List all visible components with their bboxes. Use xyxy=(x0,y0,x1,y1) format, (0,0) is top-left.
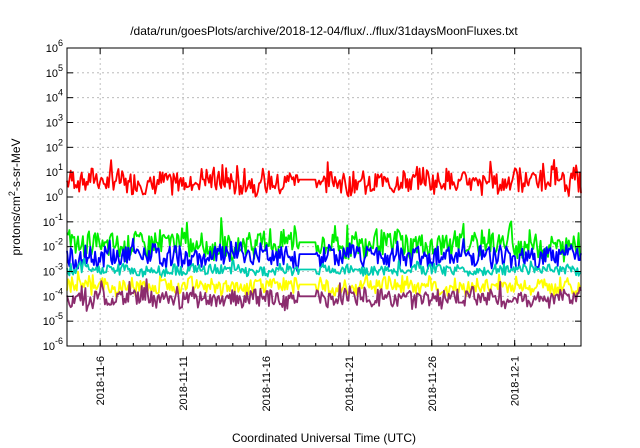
y-tick-label: 100 xyxy=(46,187,63,204)
y-tick-label: 10-4 xyxy=(43,286,63,303)
x-tick-label: 2018-12-1 xyxy=(510,356,522,406)
y-tick-label: 10-1 xyxy=(43,212,63,229)
y-tick-label: 10-6 xyxy=(43,336,63,353)
series-line xyxy=(66,257,582,279)
y-tick-label: 102 xyxy=(46,137,63,154)
chart-title: /data/run/goesPlots/archive/2018-12-04/f… xyxy=(130,24,518,38)
x-tick-label: 2018-11-26 xyxy=(427,356,439,411)
x-tick-label: 2018-11-16 xyxy=(261,356,273,411)
x-tick-label: 2018-11-11 xyxy=(178,356,190,411)
series-line xyxy=(66,237,582,272)
y-tick-label: 10-3 xyxy=(43,262,63,279)
y-tick-label: 10-2 xyxy=(43,237,63,254)
series-line xyxy=(66,158,582,198)
y-tick-label: 105 xyxy=(46,63,63,80)
y-tick-label: 104 xyxy=(46,88,63,105)
y-tick-label: 106 xyxy=(46,38,63,55)
series-line xyxy=(66,278,582,312)
y-axis-ticks: 10-6 10-5 10-4 10-3 10-2 10-1 100 101 102 103 104 1… xyxy=(43,38,581,353)
y-tick-label: 101 xyxy=(46,162,63,179)
x-axis-ticks: 2018-11-6 2018-11-11 2018-11-16 2018-11-21 2… xyxy=(66,48,582,411)
y-tick-label: 103 xyxy=(46,113,63,130)
series-line xyxy=(66,270,582,298)
x-tick-label: 2018-11-21 xyxy=(344,356,356,411)
series-lines xyxy=(66,158,582,312)
y-axis-title: protons/cm2-s-sr-MeV xyxy=(7,138,23,255)
x-axis-title: Coordinated Universal Time (UTC) xyxy=(232,431,416,445)
y-tick-label: 10-5 xyxy=(43,311,63,328)
x-tick-label: 2018-11-6 xyxy=(95,356,107,405)
